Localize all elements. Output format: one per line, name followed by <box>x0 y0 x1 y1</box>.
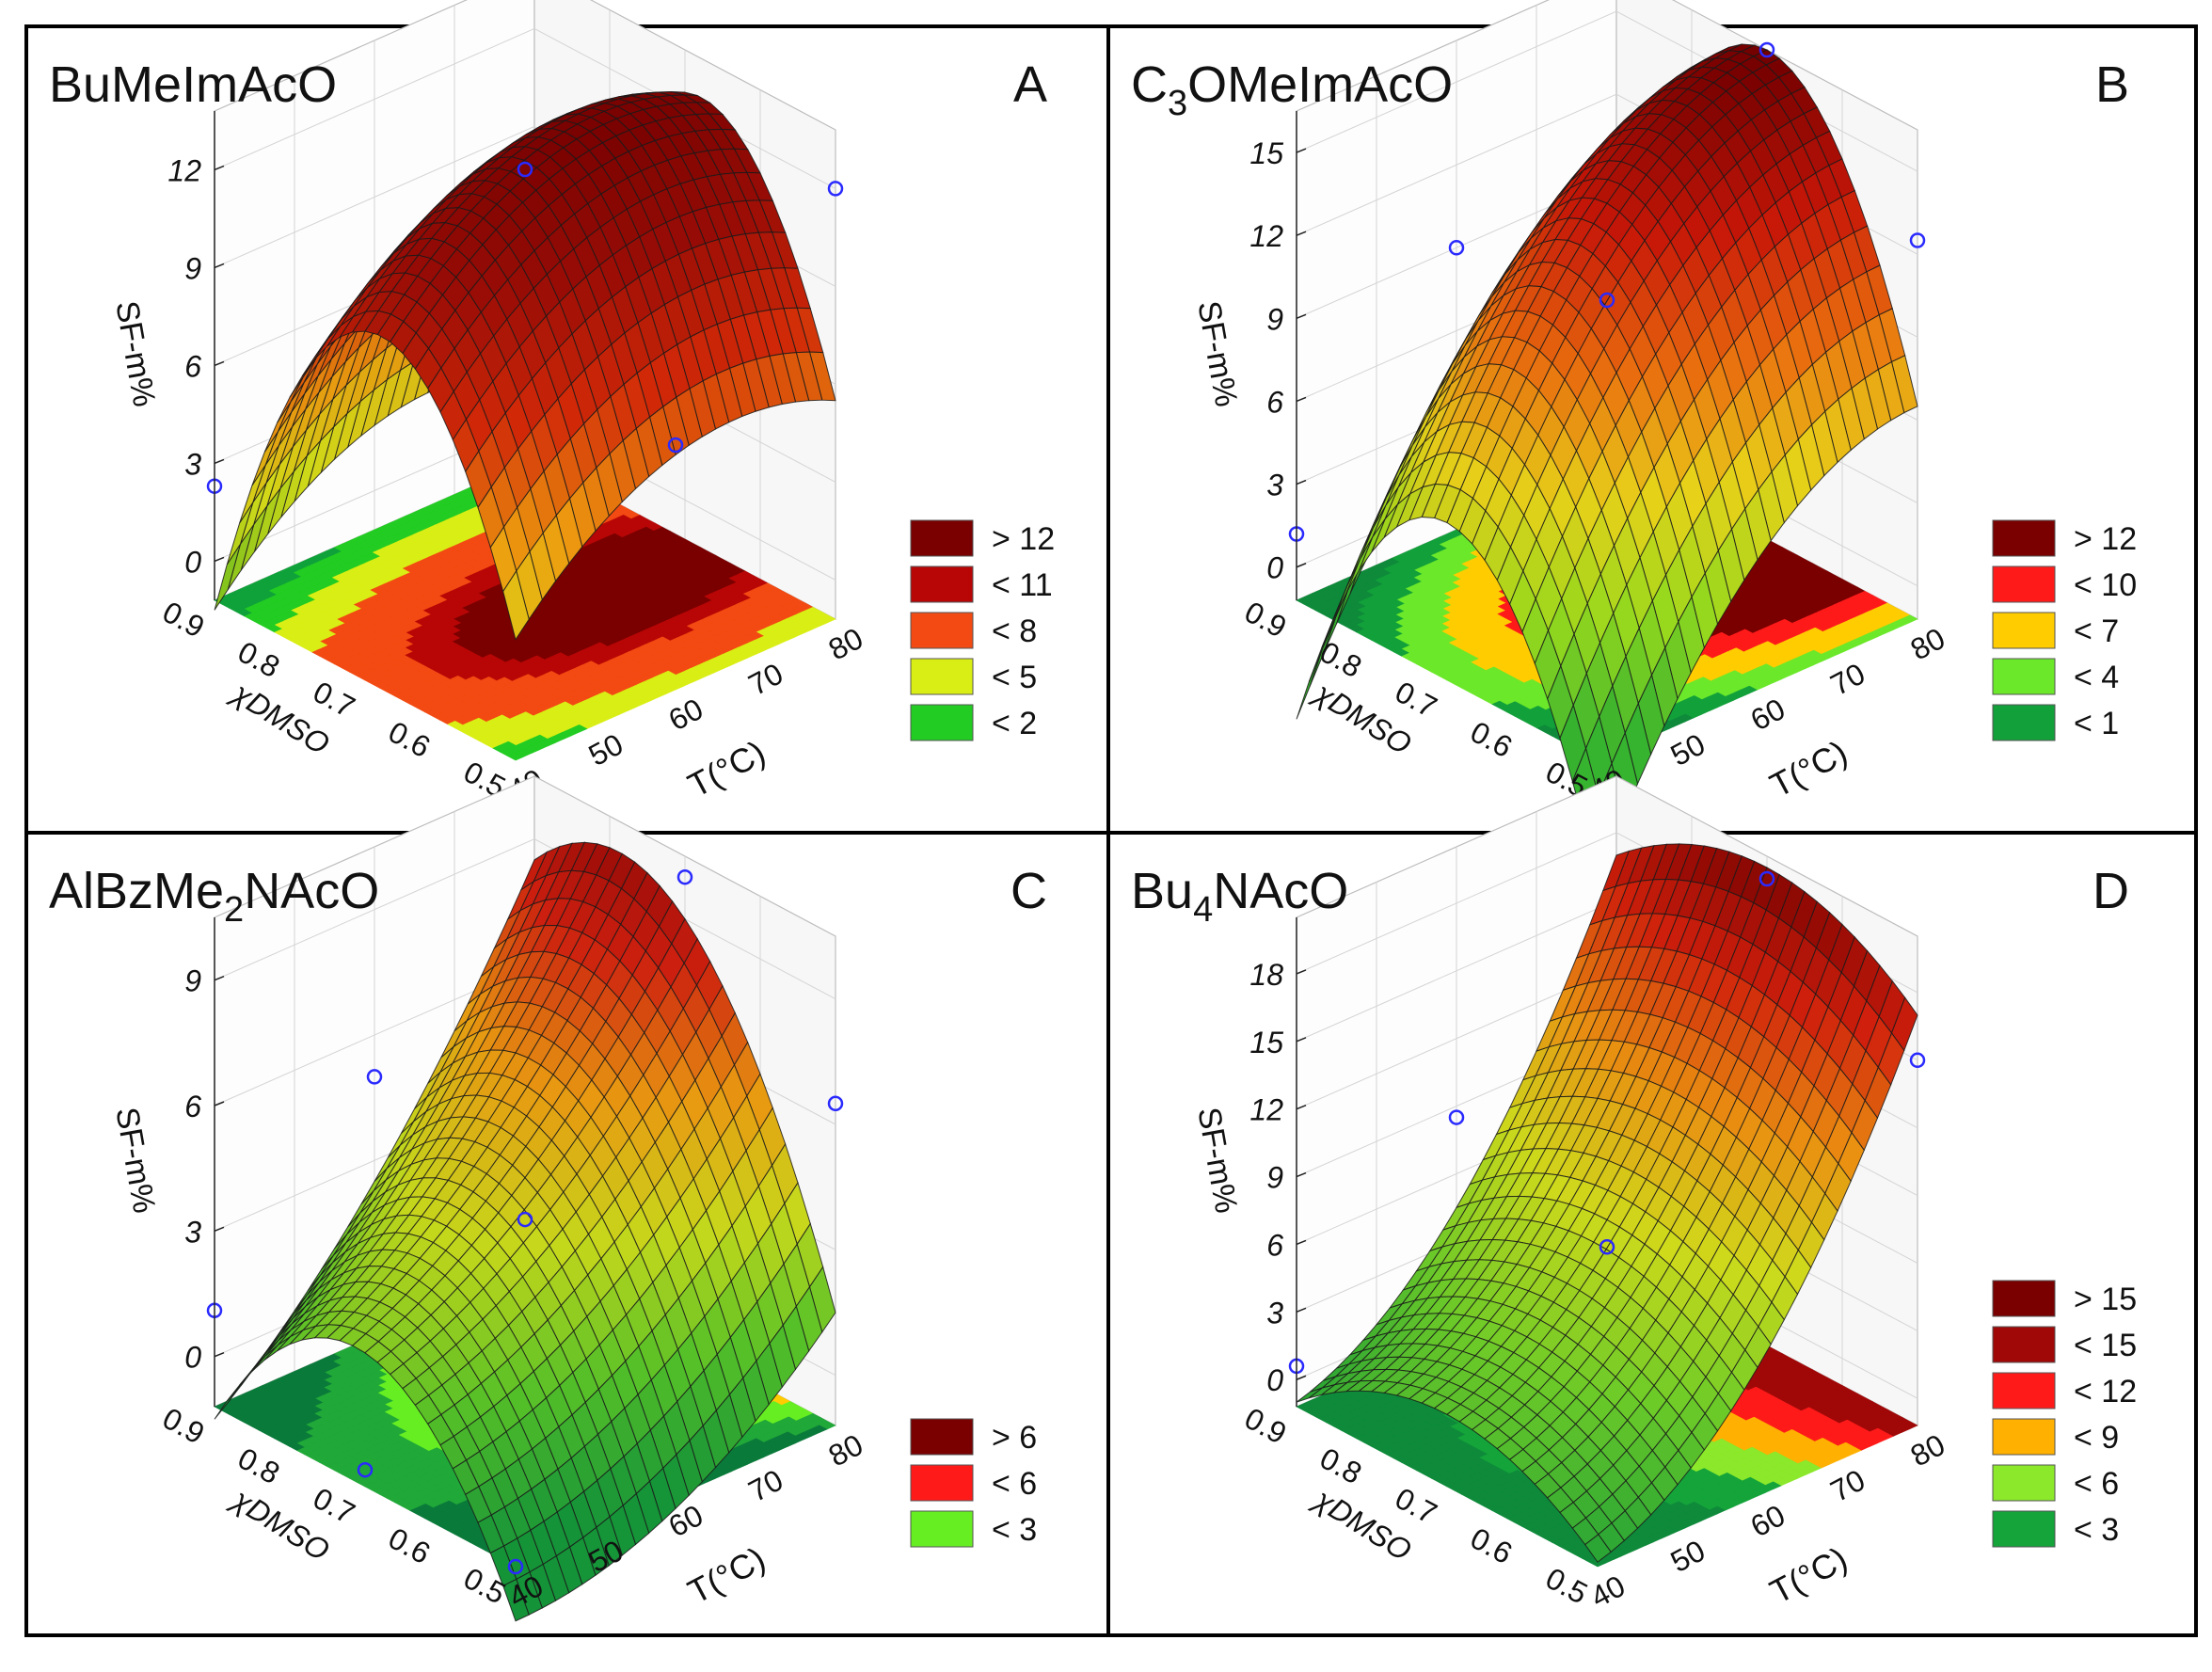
legend-label: < 8 <box>992 613 1037 649</box>
legend-swatch <box>1992 612 2056 649</box>
legend-swatch <box>1992 658 2056 695</box>
panel-a: 036912SF-m%0.50.60.70.80.9χDMSO405060708… <box>49 0 1055 808</box>
legend-label: < 4 <box>2074 660 2119 695</box>
z-tick-label: 9 <box>184 251 201 285</box>
panel-title: BuMeImAcO <box>49 56 337 113</box>
panel-letter: B <box>2095 56 2129 113</box>
panel-title-part: C <box>1131 56 1168 113</box>
panel-title-part: BuMeImAcO <box>49 56 337 113</box>
z-tick-label: 3 <box>184 447 201 481</box>
legend-label: < 11 <box>992 567 1053 603</box>
z-tick-label: 15 <box>1249 136 1283 170</box>
legend-label: < 2 <box>992 706 1037 741</box>
legend-label: < 5 <box>992 660 1037 695</box>
legend-swatch <box>1992 519 2056 557</box>
legend-swatch <box>1992 704 2056 741</box>
panel-title-subscript: 3 <box>1168 84 1187 123</box>
legend-label: > 12 <box>2074 521 2137 557</box>
legend-swatch <box>910 704 974 741</box>
legend-label: < 10 <box>2074 567 2137 603</box>
panel-letter: A <box>1013 56 1047 113</box>
z-tick-label: 0 <box>1266 551 1283 585</box>
legend-swatch <box>910 658 974 695</box>
z-tick-label: 9 <box>1266 302 1283 336</box>
legend-label: < 7 <box>2074 613 2119 649</box>
legend-label: < 1 <box>2074 706 2119 741</box>
legend-swatch <box>1992 565 2056 603</box>
panel-title-part: OMeImAcO <box>1187 56 1453 113</box>
z-tick-label: 6 <box>184 349 201 383</box>
z-tick-label: 12 <box>1249 219 1283 253</box>
z-tick-label: 0 <box>184 545 201 579</box>
legend-swatch <box>910 519 974 557</box>
legend-label: > 12 <box>992 521 1055 557</box>
z-tick-label: 3 <box>1266 469 1283 502</box>
z-tick-label: 6 <box>1266 385 1283 419</box>
legend-swatch <box>910 612 974 649</box>
legend-swatch <box>910 565 974 603</box>
z-tick-label: 12 <box>167 153 201 187</box>
